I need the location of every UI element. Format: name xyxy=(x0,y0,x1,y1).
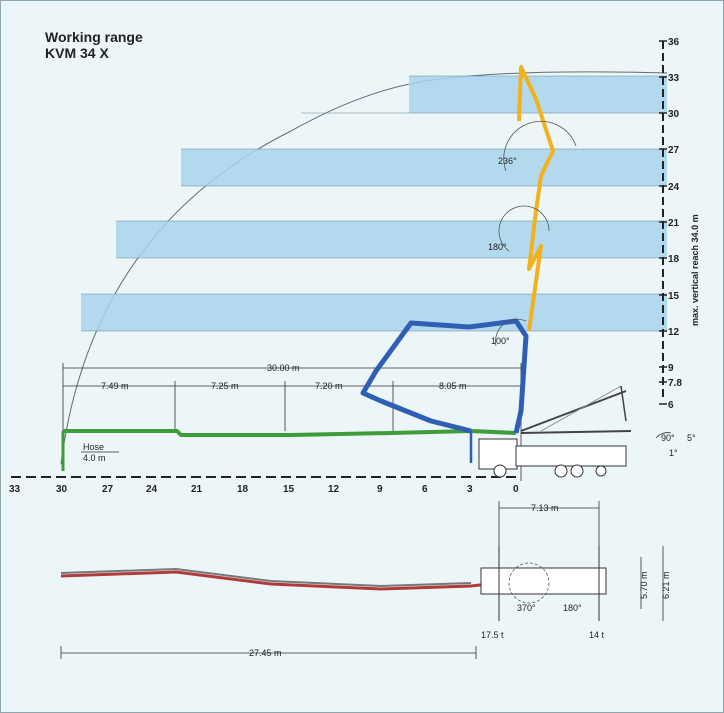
bottom-tick-12: 12 xyxy=(328,484,340,495)
width-front: 5.70 m xyxy=(639,571,649,599)
right-axis: 36 33 30 27 24 21 18 15 12 9 7.8 6 max. … xyxy=(659,37,700,411)
outrigger-span: 7.13 m xyxy=(531,503,559,513)
reach-band-12-15 xyxy=(81,294,667,331)
right-tick-33: 33 xyxy=(668,73,680,84)
load-rear: 14 t xyxy=(589,630,605,640)
right-tick-12: 12 xyxy=(668,327,680,338)
bottom-tick-9: 9 xyxy=(377,484,383,495)
band-lines xyxy=(81,75,667,332)
angle-5: 5° xyxy=(687,433,696,443)
reach-band-18-21 xyxy=(116,221,667,258)
bottom-tick-33: 33 xyxy=(9,484,21,495)
truck-side-view: 90° 5° 1° xyxy=(478,385,696,478)
segment-dimension-1: 7.49 m xyxy=(101,381,129,391)
bottom-tick-15: 15 xyxy=(283,484,295,495)
slew-370: 370° xyxy=(517,603,536,613)
segment-dimension-2: 7.25 m xyxy=(211,381,239,391)
right-tick-27: 27 xyxy=(668,145,680,156)
working-envelope xyxy=(60,71,668,465)
diagram-title: Working range xyxy=(45,29,143,45)
right-tick-21: 21 xyxy=(668,218,680,229)
angle-90: 90° xyxy=(661,433,675,443)
truck-top xyxy=(480,567,607,595)
bottom-tick-6: 6 xyxy=(422,484,428,495)
angle-180: 180° xyxy=(488,242,507,252)
vertical-reach-label: max. vertical reach 34.0 m xyxy=(690,214,700,326)
hose-length: 4.0 m xyxy=(83,453,106,463)
boom-green-line xyxy=(63,428,517,437)
boom-blue: 100° xyxy=(360,318,529,463)
envelope-arc xyxy=(60,71,668,465)
hose-label: Hose xyxy=(83,442,104,452)
boom-yellow: 236° 180° xyxy=(488,65,577,347)
segment-dimension-3: 7.20 m xyxy=(315,381,343,391)
right-tick-15: 15 xyxy=(668,291,680,302)
model-name: KVM 34 X xyxy=(45,45,109,61)
angle-1: 1° xyxy=(669,448,678,458)
boom-top-red xyxy=(60,570,517,591)
slew-180: 180° xyxy=(563,603,582,613)
right-tick-9: 9 xyxy=(668,363,674,374)
bottom-tick-24: 24 xyxy=(146,484,158,495)
total-dimension-label: 30.00 m xyxy=(267,363,300,373)
bottom-axis: 33 30 27 24 21 18 15 12 9 6 3 0 xyxy=(9,476,521,495)
right-tick-18: 18 xyxy=(668,254,680,265)
angle-236: 236° xyxy=(498,156,517,166)
width-rear: 6.21 m xyxy=(661,571,671,599)
bottom-tick-21: 21 xyxy=(191,484,203,495)
boom-yellow-line xyxy=(517,65,555,332)
bottom-tick-0: 0 xyxy=(513,484,519,495)
reach-band-24-27 xyxy=(181,149,667,186)
boom-horizontal: Hose 4.0 m xyxy=(61,428,517,471)
angle-100: 100° xyxy=(491,336,510,346)
segment-dimension-4: 8.05 m xyxy=(439,381,467,391)
boom-blue-line xyxy=(360,318,529,434)
top-view: 7.13 m 5.70 m 6.21 m 370° 180° 17.5 t 14… xyxy=(60,501,671,659)
right-tick-36: 36 xyxy=(668,37,680,48)
load-front: 17.5 t xyxy=(481,630,504,640)
bottom-tick-3: 3 xyxy=(467,484,473,495)
right-tick-30: 30 xyxy=(668,109,680,120)
right-tick-6: 6 xyxy=(668,400,674,411)
right-tick-7-8: 7.8 xyxy=(668,378,682,389)
bottom-tick-27: 27 xyxy=(102,484,114,495)
right-tick-24: 24 xyxy=(668,182,680,193)
horizontal-reach: 27.45 m xyxy=(249,648,282,658)
bottom-tick-30: 30 xyxy=(56,484,68,495)
bottom-tick-18: 18 xyxy=(237,484,249,495)
